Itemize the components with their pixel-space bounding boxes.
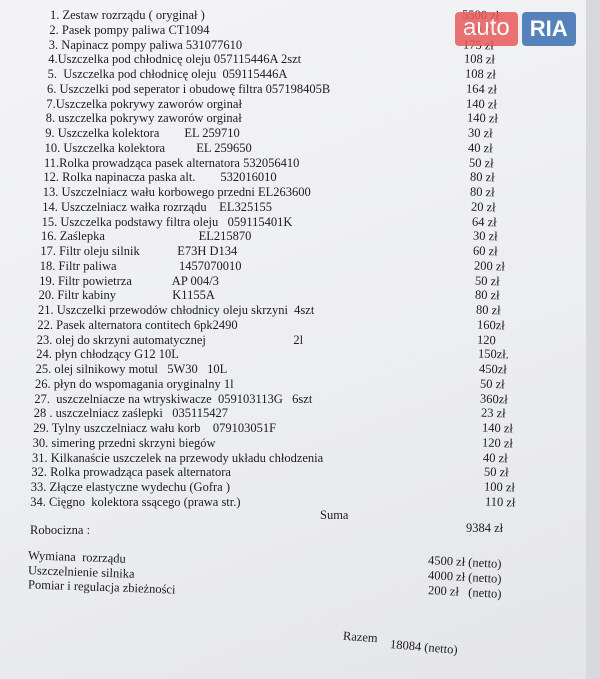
labor-price: 200 zł (netto)	[427, 583, 502, 601]
item-label: 32. Rolka prowadząca pasek alternatora	[31, 465, 231, 480]
item-price: 50 zł	[468, 155, 494, 170]
item-price: 40 zł	[482, 450, 508, 465]
item-price: 140 zł	[466, 110, 499, 126]
item-label: 2. Pasek pompy paliwa CT1094	[49, 22, 210, 37]
item-price: 50 zł	[474, 273, 500, 288]
item-label: 16. Zaślepka EL215870	[41, 229, 252, 244]
item-label: 26. płyn do wspomagania oryginalny 1l	[35, 376, 234, 391]
sum-label: Suma	[320, 508, 349, 522]
labor-label: Pomiar i regulacja zbieżności	[27, 577, 176, 597]
item-label: 23. olej do skrzyni automatycznej 2l	[36, 332, 304, 347]
item-price: 40 zł	[468, 140, 494, 156]
item-label: 33. Złącze elastyczne wydechu (Gofra )	[30, 480, 230, 494]
item-price: 80 zł	[470, 184, 496, 200]
item-label: 34. Cięgno kolektora ssącego (prawa str.…	[30, 494, 241, 509]
item-price: 80 zł	[475, 302, 501, 318]
item-label: 4.Uszczelka pod chłodnicę oleju 05711544…	[48, 52, 302, 67]
total-label: Razem	[342, 628, 379, 646]
item-label: 15. Uszczelka podstawy filtra oleju 0591…	[41, 214, 293, 229]
item-label: 17. Filtr oleju silnik E73H D134	[40, 244, 238, 258]
item-price: 140 zł	[465, 95, 498, 112]
item-price: 100 zł	[484, 479, 516, 495]
item-price: 150zł.	[477, 346, 510, 362]
item-price: 120	[477, 332, 497, 347]
item-label: 3. Napinacz pompy paliwa 531077610	[48, 37, 243, 52]
item-price: 80 zł	[469, 169, 495, 185]
item-price: 60 zł	[472, 243, 499, 259]
item-label: 9. Uszczelka kolektora EL 259710	[45, 126, 240, 140]
item-price: 450zł	[478, 361, 507, 377]
item-label: 18. Filtr paliwa 1457070010	[39, 258, 242, 273]
item-label: 11.Rolka prowadząca pasek alternatora 53…	[44, 155, 300, 170]
item-price: 164 zł	[465, 81, 497, 97]
item-price: 23 zł	[480, 405, 506, 421]
item-label: 28 . uszczelniacz zaślepki 035115427	[33, 406, 229, 421]
item-label: 30. simering przedni skrzyni biegów	[32, 435, 216, 450]
item-label: 25. olej silnikowy motul 5W30 10L	[35, 362, 228, 376]
item-price: 108 zł	[463, 51, 496, 67]
item-label: 7.Uszczelka pokrywy zaworów orginał	[46, 96, 242, 111]
item-price: 200 zł	[473, 258, 506, 274]
item-label: 12. Rolka napinacza paska alt. 532016010	[43, 170, 277, 185]
item-label: 1. Zestaw rozrządu ( oryginał )	[50, 8, 205, 22]
item-label: 27. uszczelniacze na wtryskiwacze 059103…	[34, 391, 313, 406]
item-price: 30 zł	[467, 125, 493, 141]
item-price: 160zł	[476, 317, 505, 333]
sum-value: 9384 zł	[466, 521, 504, 535]
watermark-logo: auto RIA	[455, 12, 576, 46]
labor-title: Robocizna :	[30, 523, 91, 537]
item-label: 13. Uszczelniacz wału korbowego przedni …	[42, 185, 311, 199]
item-price: 30 zł	[472, 228, 498, 244]
item-price: 110 zł	[484, 494, 516, 510]
item-price: 360zł	[479, 391, 509, 406]
item-label: 19. Filtr powietrza AP 004/3	[39, 273, 219, 288]
item-label: 22. Pasek alternatora contitech 6pk2490	[37, 317, 238, 332]
item-price: 80 zł	[475, 287, 501, 303]
item-label: 6. Uszczelki pod seperator i obudowę fil…	[47, 81, 331, 96]
logo-ria: RIA	[521, 12, 576, 46]
item-price: 50 zł	[479, 376, 505, 392]
item-price: 120 zł	[482, 435, 514, 451]
item-label: 10. Uszczelka kolektora EL 259650	[44, 140, 252, 155]
paper-edge	[586, 0, 600, 679]
item-price: 50 zł	[483, 464, 509, 480]
item-price: 64 zł	[471, 214, 497, 229]
item-price: 140 zł	[481, 420, 513, 436]
total-value: 18084 (netto)	[389, 637, 459, 657]
item-label: 31. Kilkanaście uszczelek na przewody uk…	[32, 450, 324, 465]
item-label: 24. płyn chłodzący G12 10L	[36, 347, 179, 362]
item-label: 29. Tylny uszczelniacz wału korb 0791030…	[33, 421, 277, 435]
item-label: 14. Uszczelniacz wałka rozrządu EL325155	[42, 199, 272, 214]
item-price: 20 zł	[470, 199, 496, 215]
logo-auto: auto	[455, 12, 518, 46]
item-label: 20. Filtr kabiny K1155A	[38, 288, 215, 303]
item-price: 108 zł	[464, 66, 496, 82]
item-label: 21. Uszczelki przewodów chłodnicy oleju …	[38, 303, 315, 317]
item-label: 8. uszczelka pokrywy zaworów orginał	[45, 111, 242, 126]
item-label: 5. Uszczelka pod chłodnicę oleju 0591154…	[47, 67, 288, 81]
